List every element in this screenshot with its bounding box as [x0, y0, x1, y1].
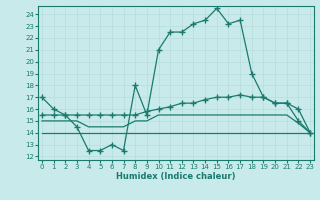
X-axis label: Humidex (Indice chaleur): Humidex (Indice chaleur): [116, 172, 236, 181]
